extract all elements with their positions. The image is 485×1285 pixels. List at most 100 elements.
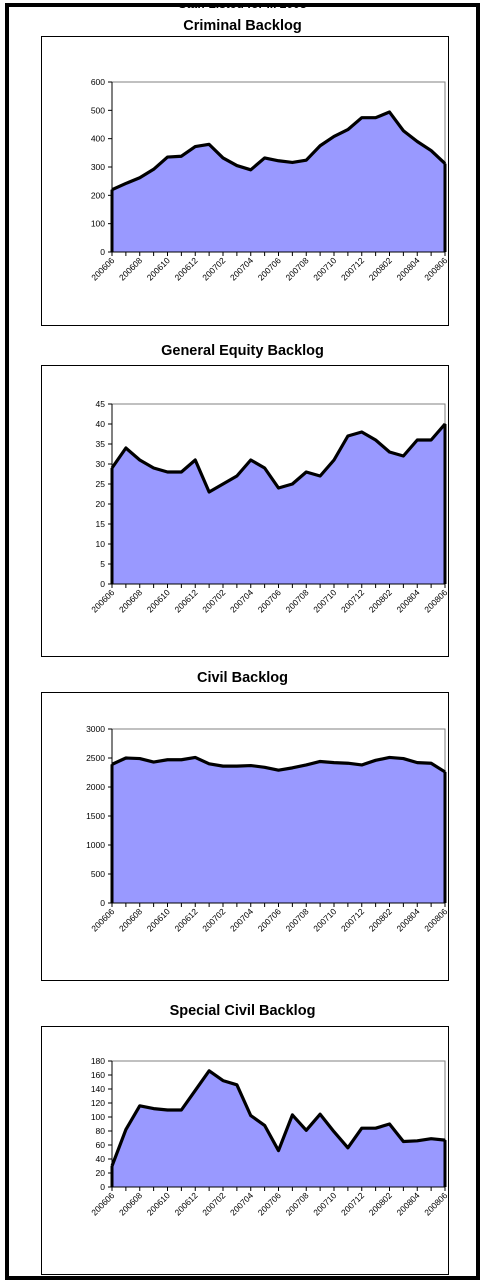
data-point bbox=[180, 758, 183, 761]
y-tick-label: 100 bbox=[91, 1112, 105, 1122]
data-point bbox=[416, 761, 419, 764]
x-tick-label: 200802 bbox=[367, 587, 394, 614]
area-fill bbox=[112, 424, 445, 584]
x-tick-label: 200710 bbox=[311, 587, 338, 614]
data-point bbox=[263, 766, 266, 769]
x-tick-label: 200802 bbox=[367, 1190, 394, 1217]
data-point bbox=[374, 439, 377, 441]
data-point bbox=[180, 155, 183, 158]
data-point bbox=[347, 435, 349, 437]
data-point bbox=[222, 765, 224, 767]
data-point bbox=[319, 144, 321, 147]
x-tick-label: 200710 bbox=[311, 1190, 338, 1217]
data-point bbox=[249, 1114, 252, 1117]
area-fill bbox=[112, 112, 445, 252]
data-point bbox=[333, 761, 335, 764]
x-tick-label: 200710 bbox=[311, 906, 338, 933]
x-tick-label: 200610 bbox=[145, 255, 172, 282]
x-tick-label: 200612 bbox=[173, 906, 200, 933]
y-tick-label: 180 bbox=[91, 1056, 105, 1066]
x-tick-label: 200610 bbox=[145, 906, 172, 933]
data-point bbox=[194, 1089, 197, 1092]
x-tick-label: 200708 bbox=[284, 255, 311, 282]
x-tick-label: 200606 bbox=[89, 255, 116, 282]
y-tick-label: 25 bbox=[96, 479, 106, 489]
data-point bbox=[222, 1079, 224, 1082]
data-point bbox=[319, 760, 321, 763]
chart-criminal: 0 100 200 300 400 500 600 200606 200608 200610 200… bbox=[41, 36, 450, 326]
area-fill bbox=[112, 1070, 445, 1187]
data-point bbox=[166, 156, 169, 158]
x-tick-label: 200708 bbox=[284, 1190, 311, 1217]
y-tick-label: 200 bbox=[91, 190, 105, 200]
data-point bbox=[208, 491, 210, 493]
x-tick-label: 200704 bbox=[228, 255, 255, 282]
data-point bbox=[374, 1127, 377, 1129]
data-point bbox=[125, 757, 127, 759]
data-point bbox=[347, 762, 349, 765]
y-tick-label: 400 bbox=[91, 134, 105, 144]
x-tick-label: 200606 bbox=[89, 906, 116, 933]
y-tick-label: 30 bbox=[96, 459, 106, 469]
y-tick-label: 600 bbox=[91, 77, 105, 87]
data-point bbox=[249, 764, 252, 767]
y-tick-label: 0 bbox=[100, 579, 105, 589]
data-point bbox=[166, 471, 169, 473]
data-point bbox=[416, 140, 419, 143]
y-tick-label: 40 bbox=[96, 419, 106, 429]
y-tick-label: 2500 bbox=[86, 753, 105, 763]
chart-title-general-equity: General Equity Backlog bbox=[161, 343, 324, 359]
area-fill bbox=[112, 757, 445, 903]
data-point bbox=[402, 129, 405, 132]
data-point bbox=[180, 471, 183, 473]
data-point bbox=[222, 157, 224, 159]
data-point bbox=[347, 1147, 349, 1149]
x-tick-label: 200712 bbox=[339, 1190, 366, 1217]
data-point bbox=[444, 423, 446, 425]
data-point bbox=[194, 459, 197, 461]
data-point bbox=[402, 757, 405, 760]
data-point bbox=[138, 176, 141, 179]
data-point bbox=[194, 145, 197, 148]
x-tick-label: 200702 bbox=[200, 906, 227, 933]
data-point bbox=[444, 771, 446, 773]
data-point bbox=[236, 475, 238, 477]
data-point bbox=[208, 763, 210, 765]
y-tick-label: 45 bbox=[96, 399, 106, 409]
data-point bbox=[305, 1129, 308, 1132]
x-tick-label: 200706 bbox=[256, 587, 283, 614]
x-tick-label: 200608 bbox=[117, 255, 144, 282]
data-point bbox=[402, 455, 405, 457]
x-tick-label: 200708 bbox=[284, 906, 311, 933]
y-tick-label: 60 bbox=[96, 1140, 106, 1150]
x-tick-label: 200804 bbox=[395, 1190, 422, 1217]
data-point bbox=[152, 761, 155, 763]
report-frame: Staff Listed for ... 2008 Criminal Backl… bbox=[5, 3, 480, 1280]
data-point bbox=[208, 1070, 210, 1072]
data-point bbox=[138, 459, 141, 461]
y-tick-label: 3000 bbox=[86, 724, 105, 734]
data-point bbox=[208, 143, 210, 146]
y-tick-label: 20 bbox=[96, 1168, 106, 1178]
data-point bbox=[360, 116, 363, 119]
x-tick-label: 200712 bbox=[339, 255, 366, 282]
data-point bbox=[166, 758, 169, 761]
x-tick-label: 200704 bbox=[228, 1190, 255, 1217]
x-tick-label: 200708 bbox=[284, 587, 311, 614]
x-tick-label: 200710 bbox=[311, 255, 338, 282]
x-tick-label: 200608 bbox=[117, 1190, 144, 1217]
data-point bbox=[291, 1114, 294, 1116]
data-point bbox=[263, 467, 266, 469]
data-point bbox=[360, 764, 363, 766]
chart-civil: 0 500 1000 1500 2000 2500 3000 200606 200608 2006… bbox=[41, 692, 450, 981]
data-point bbox=[416, 439, 419, 441]
y-tick-label: 120 bbox=[91, 1098, 105, 1108]
x-tick-label: 200804 bbox=[395, 906, 422, 933]
data-point bbox=[291, 161, 294, 164]
y-tick-label: 100 bbox=[91, 219, 105, 229]
data-point bbox=[347, 128, 349, 131]
data-point bbox=[333, 459, 335, 461]
x-tick-label: 200612 bbox=[173, 587, 200, 614]
y-tick-label: 1500 bbox=[86, 811, 105, 821]
data-point bbox=[430, 149, 432, 152]
